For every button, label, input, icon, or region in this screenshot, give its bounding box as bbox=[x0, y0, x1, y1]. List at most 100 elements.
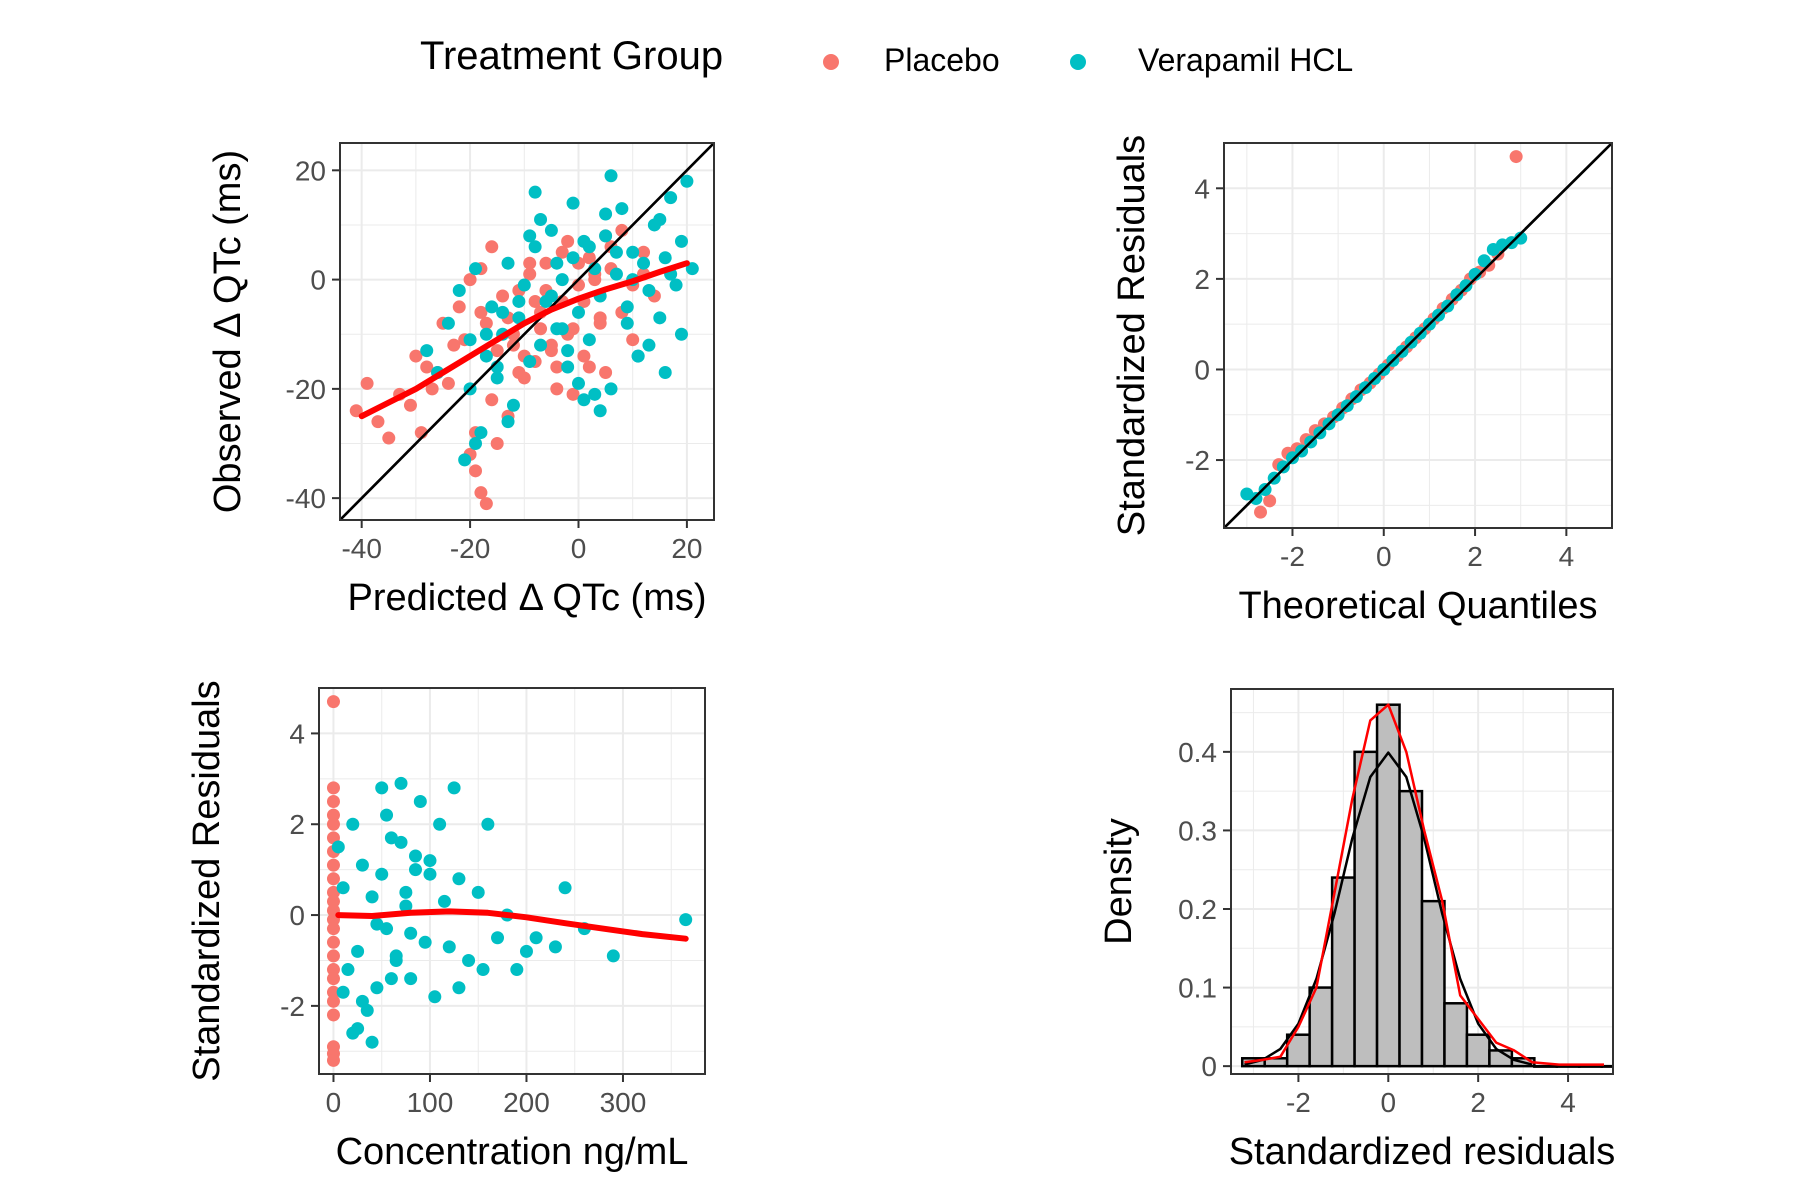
y-axis-title: Density bbox=[1098, 818, 1140, 945]
data-point-placebo bbox=[326, 885, 340, 899]
data-point-verapamil bbox=[534, 212, 548, 226]
data-point-verapamil bbox=[664, 191, 678, 205]
panel-border bbox=[318, 687, 706, 1075]
data-point-verapamil bbox=[469, 262, 483, 276]
data-point-placebo bbox=[599, 365, 613, 379]
y-tick-label: 0.1 bbox=[1178, 973, 1217, 1004]
data-point-verapamil bbox=[462, 953, 476, 967]
data-point-verapamil bbox=[458, 453, 472, 467]
data-point-placebo bbox=[534, 322, 548, 336]
data-point-placebo bbox=[474, 486, 488, 500]
data-point-verapamil bbox=[496, 305, 510, 319]
data-point-placebo bbox=[326, 1008, 340, 1022]
data-point-verapamil bbox=[626, 245, 640, 259]
data-point-verapamil bbox=[571, 376, 585, 390]
data-point-verapamil bbox=[384, 972, 398, 986]
x-axis-title: Concentration ng/mL bbox=[336, 1131, 689, 1173]
data-point-verapamil bbox=[399, 885, 413, 899]
data-point-placebo bbox=[420, 360, 434, 374]
data-point-placebo bbox=[326, 894, 340, 908]
data-point-verapamil bbox=[555, 273, 569, 287]
panel-resid_histogram: -2 0 2 4 0 0.1 0.2 0.3 0.4 Standardized residuals… bbox=[1098, 688, 1615, 1173]
y-tick-label: 4 bbox=[289, 718, 305, 749]
legend: Treatment Group Placebo Verapamil HCL bbox=[0, 30, 1800, 90]
data-point-verapamil bbox=[609, 267, 623, 281]
data-point-verapamil bbox=[1459, 279, 1473, 293]
data-point-verapamil bbox=[669, 278, 683, 292]
y-tick-label: 0.2 bbox=[1178, 894, 1217, 925]
density-curve bbox=[1244, 703, 1604, 1066]
data-point-verapamil bbox=[653, 212, 667, 226]
data-point-verapamil bbox=[479, 349, 493, 363]
data-point-placebo bbox=[479, 316, 493, 330]
data-point-verapamil bbox=[375, 867, 389, 881]
data-point-verapamil bbox=[506, 398, 520, 412]
y-tick-label: -40 bbox=[286, 483, 326, 514]
data-point-verapamil bbox=[1285, 451, 1299, 465]
data-point-placebo bbox=[544, 344, 558, 358]
data-point-verapamil bbox=[331, 840, 345, 854]
data-point-placebo bbox=[447, 338, 461, 352]
x-tick-label: 0 bbox=[1381, 1087, 1397, 1118]
data-point-verapamil bbox=[637, 256, 651, 270]
data-point-verapamil bbox=[599, 229, 613, 243]
data-point-verapamil bbox=[604, 382, 618, 396]
data-point-verapamil bbox=[442, 940, 456, 954]
data-point-verapamil bbox=[680, 174, 694, 188]
y-tick-label: 0 bbox=[1201, 1051, 1217, 1082]
histogram-bar bbox=[1353, 750, 1379, 1068]
data-point-placebo bbox=[403, 398, 417, 412]
data-point-verapamil bbox=[577, 393, 591, 407]
data-point-verapamil bbox=[380, 808, 394, 822]
legend-label-verapamil: Verapamil HCL bbox=[1138, 42, 1354, 78]
data-point-verapamil bbox=[544, 223, 558, 237]
legend-title: Treatment Group bbox=[420, 34, 724, 78]
data-point-placebo bbox=[326, 695, 340, 709]
data-point-placebo bbox=[474, 305, 488, 319]
data-point-verapamil bbox=[409, 863, 422, 877]
data-point-placebo bbox=[326, 922, 340, 936]
data-point-verapamil bbox=[566, 196, 580, 210]
data-point-verapamil bbox=[1468, 267, 1482, 281]
histogram-bar bbox=[1533, 1064, 1559, 1068]
legend-key-placebo bbox=[823, 54, 839, 70]
data-point-verapamil bbox=[428, 990, 442, 1004]
data-point-placebo bbox=[326, 781, 340, 795]
histogram-bar bbox=[1398, 789, 1424, 1068]
x-tick-label: 2 bbox=[1470, 1087, 1486, 1118]
x-tick-label: -40 bbox=[341, 533, 381, 564]
y-tick-label: 20 bbox=[295, 155, 326, 186]
data-point-placebo bbox=[382, 431, 396, 445]
histogram-bar bbox=[1443, 1002, 1469, 1068]
data-point-placebo bbox=[425, 382, 439, 396]
data-point-placebo bbox=[550, 382, 564, 396]
data-point-placebo bbox=[577, 349, 591, 363]
data-point-verapamil bbox=[658, 251, 672, 265]
data-point-placebo bbox=[463, 273, 477, 287]
data-point-verapamil bbox=[476, 963, 490, 977]
data-point-verapamil bbox=[550, 256, 564, 270]
data-point-verapamil bbox=[452, 284, 466, 298]
panel-resid_vs_conc: 0 100 200 300 -2 0 2 4 Concentration ng/mL Standa… bbox=[186, 680, 706, 1173]
data-point-placebo bbox=[523, 267, 537, 281]
data-point-placebo bbox=[326, 949, 340, 963]
data-point-verapamil bbox=[512, 311, 526, 325]
data-point-placebo bbox=[326, 994, 340, 1008]
panel-obs_vs_pred: -40 -20 0 20 -40 -20 0 20 Predicted Δ QTc (ms) Ob… bbox=[207, 142, 715, 619]
data-point-verapamil bbox=[346, 817, 360, 831]
data-point-placebo bbox=[326, 1053, 340, 1067]
data-point-placebo bbox=[326, 972, 340, 986]
y-axis-title: Standardized Residuals bbox=[1111, 135, 1153, 536]
x-tick-label: 2 bbox=[1467, 541, 1483, 572]
data-point-verapamil bbox=[433, 817, 447, 831]
data-point-verapamil bbox=[355, 994, 369, 1008]
data-point-verapamil bbox=[544, 289, 558, 303]
data-point-verapamil bbox=[341, 963, 355, 977]
data-point-placebo bbox=[550, 360, 564, 374]
density-curve bbox=[1244, 751, 1533, 1066]
x-tick-label: 0 bbox=[326, 1087, 342, 1118]
data-point-verapamil bbox=[404, 926, 418, 940]
data-point-placebo bbox=[626, 333, 640, 347]
